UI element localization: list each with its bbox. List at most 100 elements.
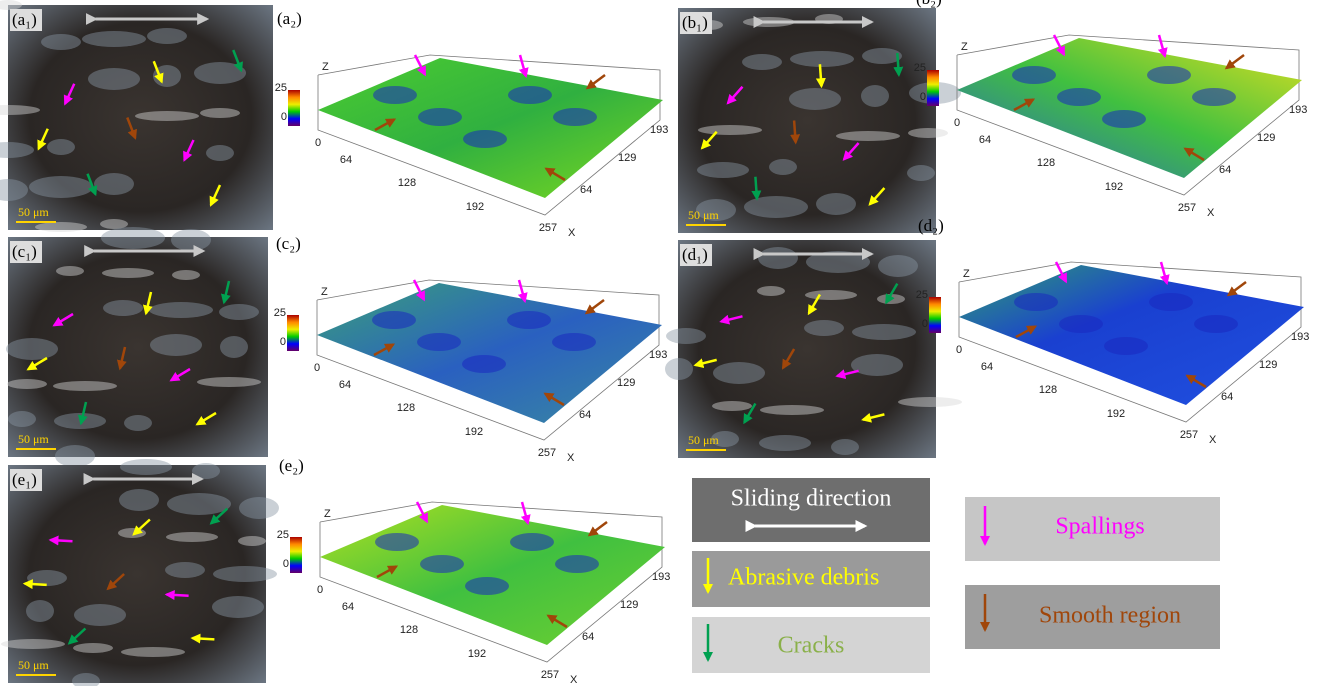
arrow — [1226, 55, 1244, 68]
texture — [757, 286, 785, 296]
origin-tick: 0 — [956, 344, 962, 356]
right-tick: 129 — [1259, 359, 1277, 371]
surface-pit — [555, 555, 599, 573]
surface-pit — [510, 533, 554, 551]
surface — [957, 38, 1302, 178]
legend-smooth: Smooth region — [1039, 603, 1181, 629]
surface-pit — [1102, 110, 1146, 128]
surface-pit — [1149, 293, 1193, 311]
texture — [167, 493, 231, 515]
micrograph-label: (a₁) — [12, 10, 37, 29]
micrograph-label: (d₁) — [682, 245, 708, 264]
plot-label: (b₂) — [916, 0, 942, 8]
front-tick: 64 — [342, 601, 354, 613]
texture — [74, 604, 126, 626]
texture — [88, 68, 140, 90]
texture — [7, 379, 47, 389]
colorbar-tick: 0 — [280, 336, 286, 348]
texture — [759, 435, 811, 451]
texture — [6, 338, 58, 360]
surface-pit — [552, 333, 596, 351]
surface-pit — [1104, 337, 1148, 355]
micrograph-label: (e₁) — [12, 470, 37, 489]
surface-pit — [372, 311, 416, 329]
texture — [149, 302, 213, 318]
origin-tick: 0 — [314, 362, 320, 374]
surface-pit — [1057, 88, 1101, 106]
colorbar-tick: 0 — [283, 558, 289, 570]
surface-pit — [553, 108, 597, 126]
front-tick: 257 — [1180, 429, 1198, 441]
texture — [219, 304, 259, 320]
texture — [666, 328, 706, 344]
scale-label: 50 μm — [688, 433, 719, 447]
texture — [851, 354, 903, 376]
front-tick: 192 — [1105, 181, 1123, 193]
x-axis-label: X — [1209, 434, 1217, 446]
front-tick: 192 — [465, 426, 483, 438]
texture — [135, 111, 199, 121]
texture — [56, 266, 84, 276]
surface — [959, 265, 1304, 405]
arrow — [1228, 282, 1246, 295]
front-tick: 257 — [539, 222, 557, 234]
texture — [760, 405, 824, 415]
texture — [192, 463, 220, 479]
colorbar — [288, 90, 300, 126]
texture — [82, 31, 146, 47]
texture — [805, 290, 857, 300]
plot-label: (a₂) — [277, 9, 302, 28]
texture — [878, 255, 918, 277]
front-tick: 64 — [339, 379, 351, 391]
front-tick: 64 — [979, 134, 991, 146]
texture — [120, 459, 172, 475]
surface-pit — [1147, 66, 1191, 84]
texture — [831, 439, 859, 455]
plot-label: (c₂) — [276, 234, 301, 253]
texture — [26, 600, 54, 622]
texture — [124, 415, 152, 431]
texture — [101, 227, 165, 249]
texture — [789, 88, 841, 110]
z-axis-label: Z — [963, 268, 970, 280]
texture — [41, 34, 81, 50]
x-axis-label: X — [567, 452, 575, 464]
texture — [1, 639, 65, 649]
texture — [53, 381, 117, 391]
z-axis-label: Z — [324, 508, 331, 520]
right-tick: 64 — [582, 631, 594, 643]
front-tick: 192 — [466, 201, 484, 213]
texture — [769, 159, 797, 175]
surface-pit — [420, 555, 464, 573]
surface-pit — [375, 533, 419, 551]
front-tick: 257 — [541, 669, 559, 681]
texture — [118, 528, 146, 538]
arrow — [192, 638, 214, 639]
origin-tick: 0 — [954, 117, 960, 129]
surface-pit — [1012, 66, 1056, 84]
plot-label: (d₂) — [918, 216, 944, 235]
front-tick: 128 — [400, 624, 418, 636]
texture — [55, 445, 95, 467]
legend-spallings: Spallings — [1055, 514, 1144, 540]
texture — [212, 596, 264, 618]
front-tick: 257 — [1178, 202, 1196, 214]
right-tick: 64 — [1221, 391, 1233, 403]
arrow — [794, 121, 796, 143]
front-tick: 192 — [468, 648, 486, 660]
right-tick: 64 — [1219, 164, 1231, 176]
micrograph-label: (c₁) — [12, 242, 37, 261]
texture — [121, 647, 185, 657]
texture — [744, 196, 808, 218]
texture — [47, 139, 75, 155]
legend-cracks: Cracks — [778, 633, 845, 659]
z-axis-label: Z — [961, 41, 968, 53]
colorbar — [929, 297, 941, 333]
right-tick: 193 — [1291, 331, 1309, 343]
front-tick: 64 — [981, 361, 993, 373]
right-tick: 129 — [617, 377, 635, 389]
micrograph-label: (b₁) — [682, 13, 708, 32]
colorbar-tick: 25 — [277, 529, 289, 541]
texture — [861, 85, 889, 107]
texture — [239, 497, 279, 519]
